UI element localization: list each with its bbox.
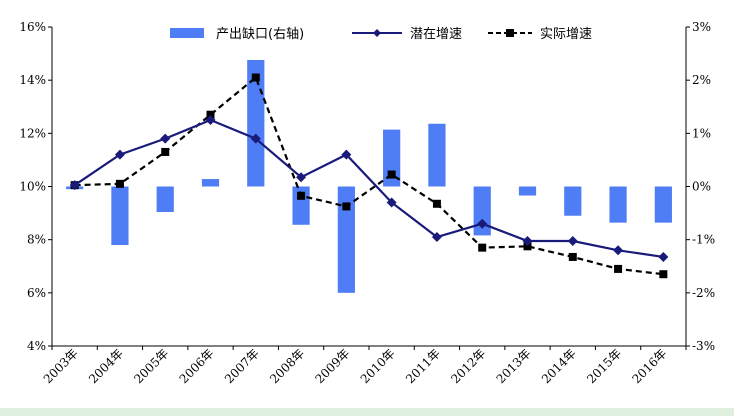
legend-marker-potential <box>373 29 381 37</box>
point-potential-growth <box>386 197 397 208</box>
point-actual-growth <box>342 202 351 211</box>
point-actual-growth <box>206 110 215 119</box>
right-tick-label: 3% <box>692 20 711 34</box>
x-tick-label: 2009年 <box>312 346 352 386</box>
right-tick-label: 0% <box>692 180 711 194</box>
left-tick-label: 4% <box>27 339 46 353</box>
point-potential-growth <box>477 218 488 229</box>
bars <box>66 59 672 293</box>
point-potential-growth <box>114 149 125 160</box>
x-tick-label: 2016年 <box>629 346 669 386</box>
left-tick-label: 8% <box>27 233 46 247</box>
x-tick-label: 2003年 <box>41 346 81 386</box>
bar-output-gap <box>292 186 310 225</box>
x-tick-label: 2015年 <box>584 346 624 386</box>
point-actual-growth <box>115 179 124 188</box>
left-tick-label: 14% <box>19 73 46 87</box>
x-tick-label: 2011年 <box>403 346 443 386</box>
point-actual-growth <box>614 264 623 273</box>
line-actual-growth <box>74 75 664 276</box>
point-actual-growth <box>568 252 577 261</box>
bar-output-gap <box>111 186 129 245</box>
bar-output-gap <box>609 186 627 223</box>
point-potential-growth <box>296 172 307 183</box>
x-tick-label: 2012年 <box>448 346 488 386</box>
legend-swatch-bar <box>170 28 204 38</box>
point-actual-growth <box>478 243 487 252</box>
point-potential-growth <box>658 251 669 262</box>
point-potential-growth <box>567 235 578 246</box>
bar-output-gap <box>564 186 582 216</box>
point-potential-growth <box>250 133 261 144</box>
legend-label-bar: 产出缺口(右轴) <box>216 27 304 42</box>
bar-output-gap <box>156 186 174 213</box>
legend-label-potential: 潜在增速 <box>410 27 462 42</box>
point-potential-growth <box>522 235 533 246</box>
x-tick-label: 2008年 <box>267 346 307 386</box>
point-actual-growth <box>251 73 260 82</box>
point-potential-growth <box>613 245 624 256</box>
legend-marker-actual <box>506 29 514 37</box>
left-tick-label: 16% <box>19 20 46 34</box>
point-potential-growth <box>69 180 80 191</box>
right-tick-label: 2% <box>692 73 711 87</box>
right-tick-label: -1% <box>692 233 715 247</box>
point-potential-growth <box>160 133 171 144</box>
point-actual-growth <box>387 170 396 179</box>
point-actual-growth <box>161 147 170 156</box>
bar-output-gap <box>383 129 401 187</box>
bottom-strip <box>0 408 734 416</box>
left-tick-label: 10% <box>19 180 46 194</box>
bar-output-gap <box>201 179 220 187</box>
bar-output-gap <box>518 186 537 196</box>
point-potential-growth <box>341 149 352 160</box>
x-tick-label: 2014年 <box>539 346 579 386</box>
bar-output-gap <box>654 186 672 223</box>
right-tick-label: 1% <box>692 126 711 140</box>
legend-label-actual: 实际增速 <box>540 27 592 42</box>
lines <box>69 73 669 279</box>
bar-output-gap <box>337 186 355 293</box>
x-tick-label: 2004年 <box>86 346 126 386</box>
point-potential-growth <box>431 232 442 243</box>
legend: 产出缺口(右轴) 潜在增速 实际增速 <box>170 27 592 42</box>
x-tick-label: 2010年 <box>358 346 398 386</box>
x-tick-label: 2006年 <box>177 346 217 386</box>
point-actual-growth <box>523 242 532 251</box>
left-tick-label: 6% <box>27 286 46 300</box>
bar-output-gap <box>428 123 446 187</box>
x-tick-label: 2013年 <box>494 346 534 386</box>
line-potential-growth <box>74 118 664 259</box>
x-tick-label: 2005年 <box>131 346 171 386</box>
point-actual-growth <box>659 270 668 279</box>
left-tick-label: 12% <box>19 126 46 140</box>
point-potential-growth <box>205 115 216 126</box>
x-tick-label: 2007年 <box>222 346 262 386</box>
point-actual-growth <box>432 199 441 208</box>
right-tick-label: -2% <box>692 286 715 300</box>
point-actual-growth <box>297 191 306 200</box>
right-tick-label: -3% <box>692 339 715 353</box>
